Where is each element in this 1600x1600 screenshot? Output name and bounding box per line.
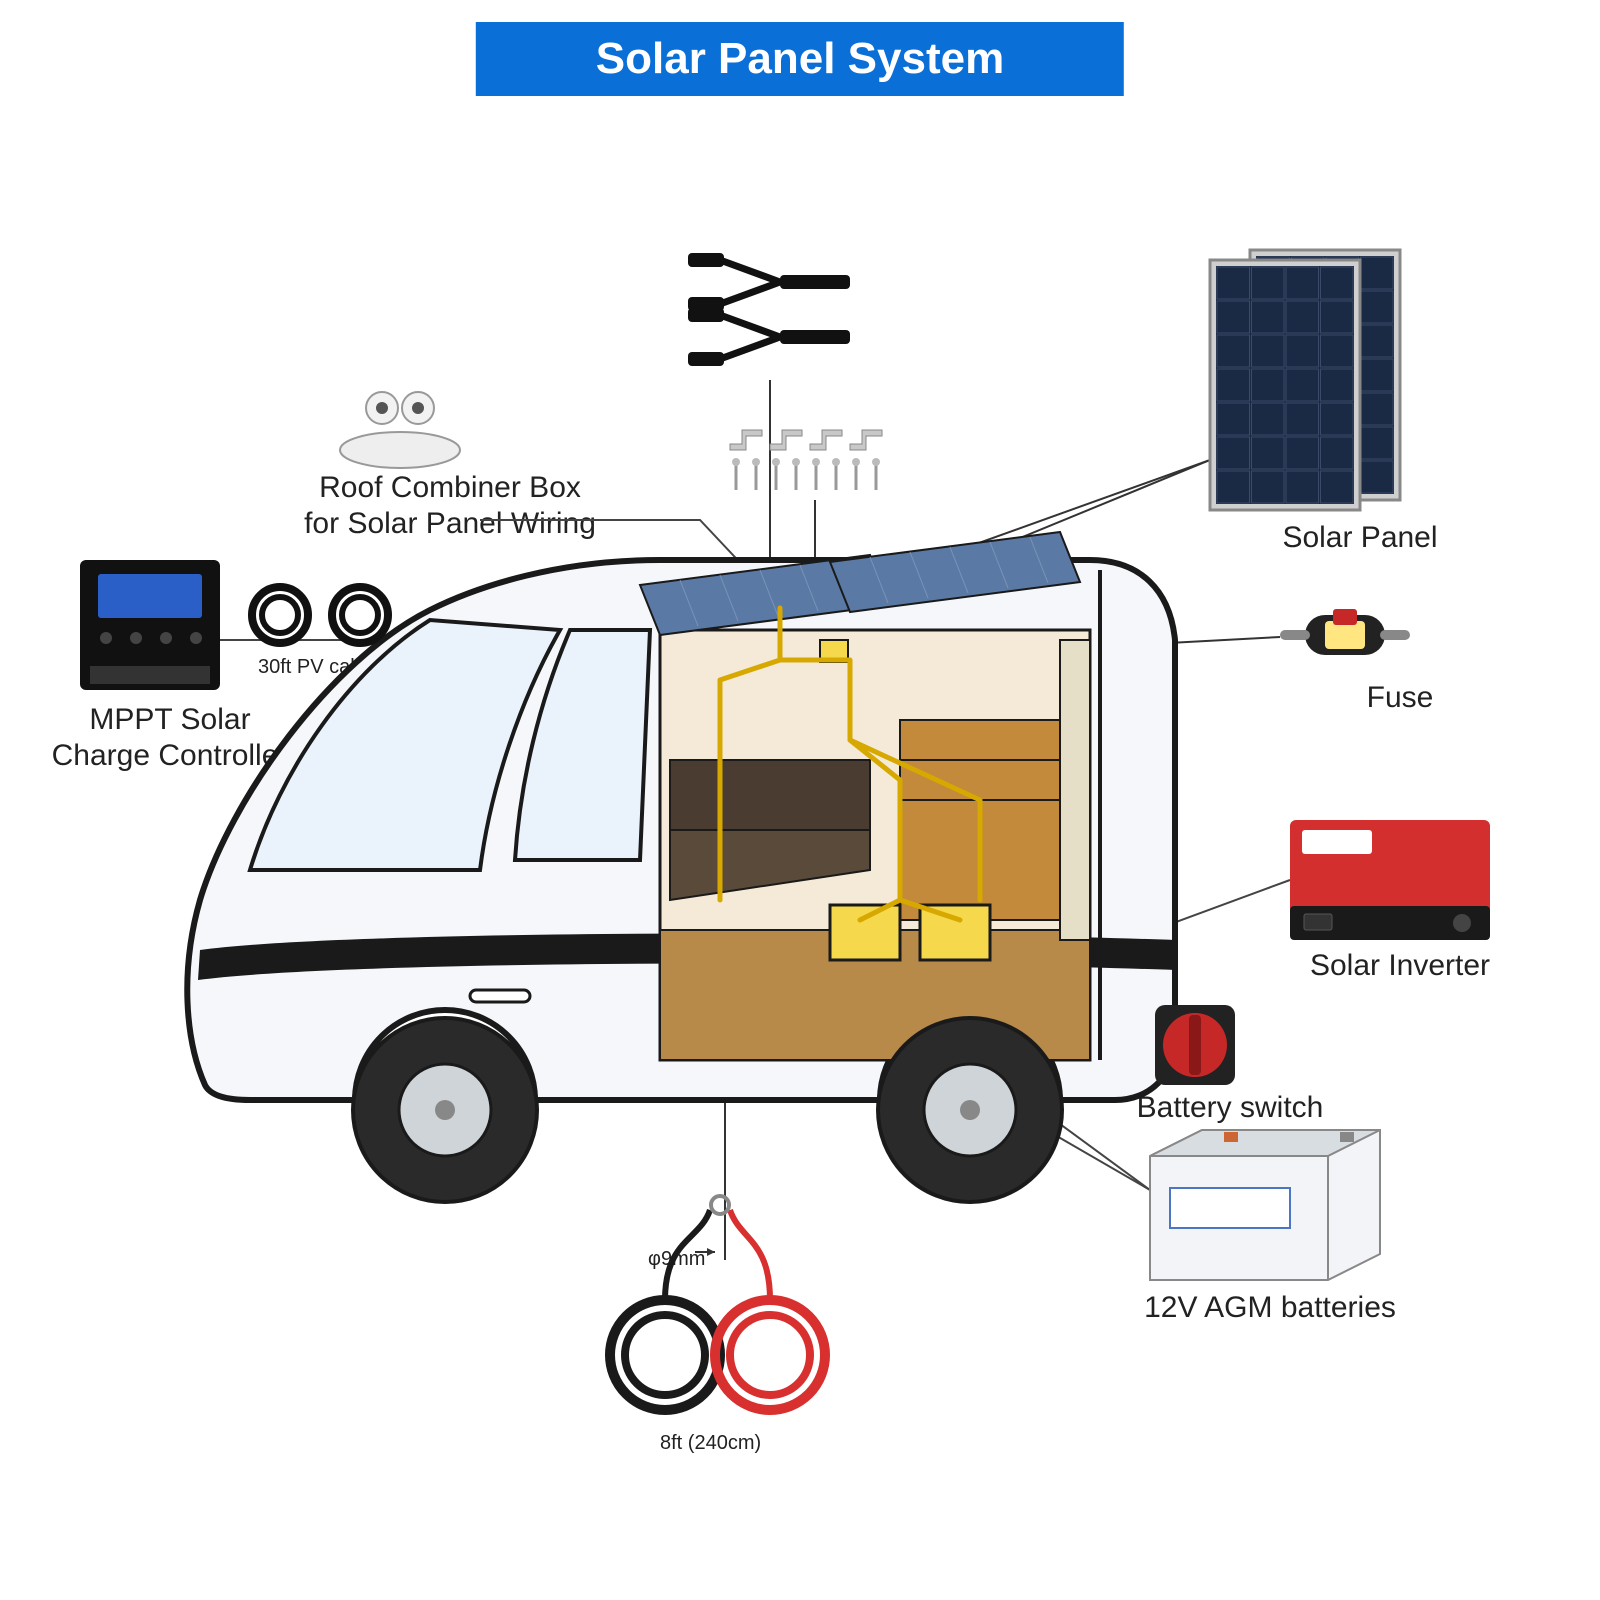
diagram-stage: Solar Panel System Solar Panel Roof Comb…	[0, 0, 1600, 1600]
z-bracket-icon	[730, 430, 882, 490]
solar-panel-icon	[1210, 260, 1360, 510]
tray-cable-icon	[610, 1196, 825, 1410]
van-interior	[660, 595, 1090, 1060]
fuse-icon	[1280, 609, 1410, 655]
mppt-icon	[80, 560, 220, 690]
agm-battery-icon	[1150, 1130, 1380, 1280]
roof-combiner-icon	[340, 392, 460, 468]
diagram-svg	[0, 0, 1600, 1600]
inverter-icon	[1290, 820, 1490, 940]
pv-cable-icon	[252, 587, 388, 643]
battery-switch-icon	[1155, 1005, 1235, 1085]
y-connector-icon	[688, 253, 850, 366]
